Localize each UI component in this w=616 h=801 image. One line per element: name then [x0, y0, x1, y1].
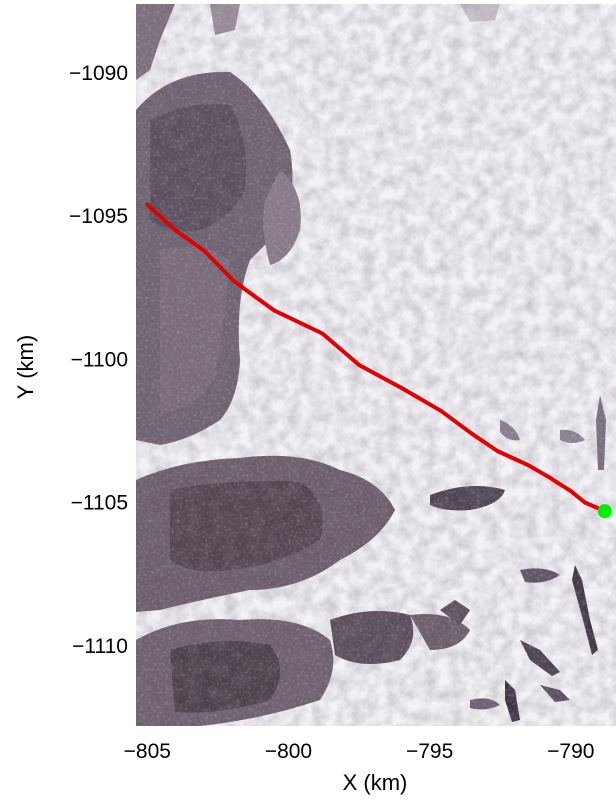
plot-area — [136, 4, 616, 726]
x-tick-label: −795 — [406, 740, 453, 763]
y-axis-label: Y (km) — [13, 335, 38, 399]
y-tick-label: −1105 — [71, 492, 128, 515]
y-tick-label: −1090 — [69, 62, 128, 85]
y-axis: −1090 −1095 −1100 −1105 −1110 — [69, 62, 128, 658]
y-tick-label: −1110 — [72, 635, 128, 658]
x-axis-label: X (km) — [343, 770, 408, 795]
x-tick-label: −805 — [124, 740, 171, 763]
x-tick-label: −800 — [265, 740, 312, 763]
x-tick-label: −790 — [547, 740, 594, 763]
endpoint-marker — [597, 504, 612, 519]
flowline-series — [145, 202, 607, 514]
y-tick-label: −1100 — [71, 348, 128, 371]
x-axis: −805 −800 −795 −790 — [124, 740, 595, 763]
satellite-background — [136, 4, 616, 726]
y-tick-label: −1095 — [69, 205, 128, 228]
